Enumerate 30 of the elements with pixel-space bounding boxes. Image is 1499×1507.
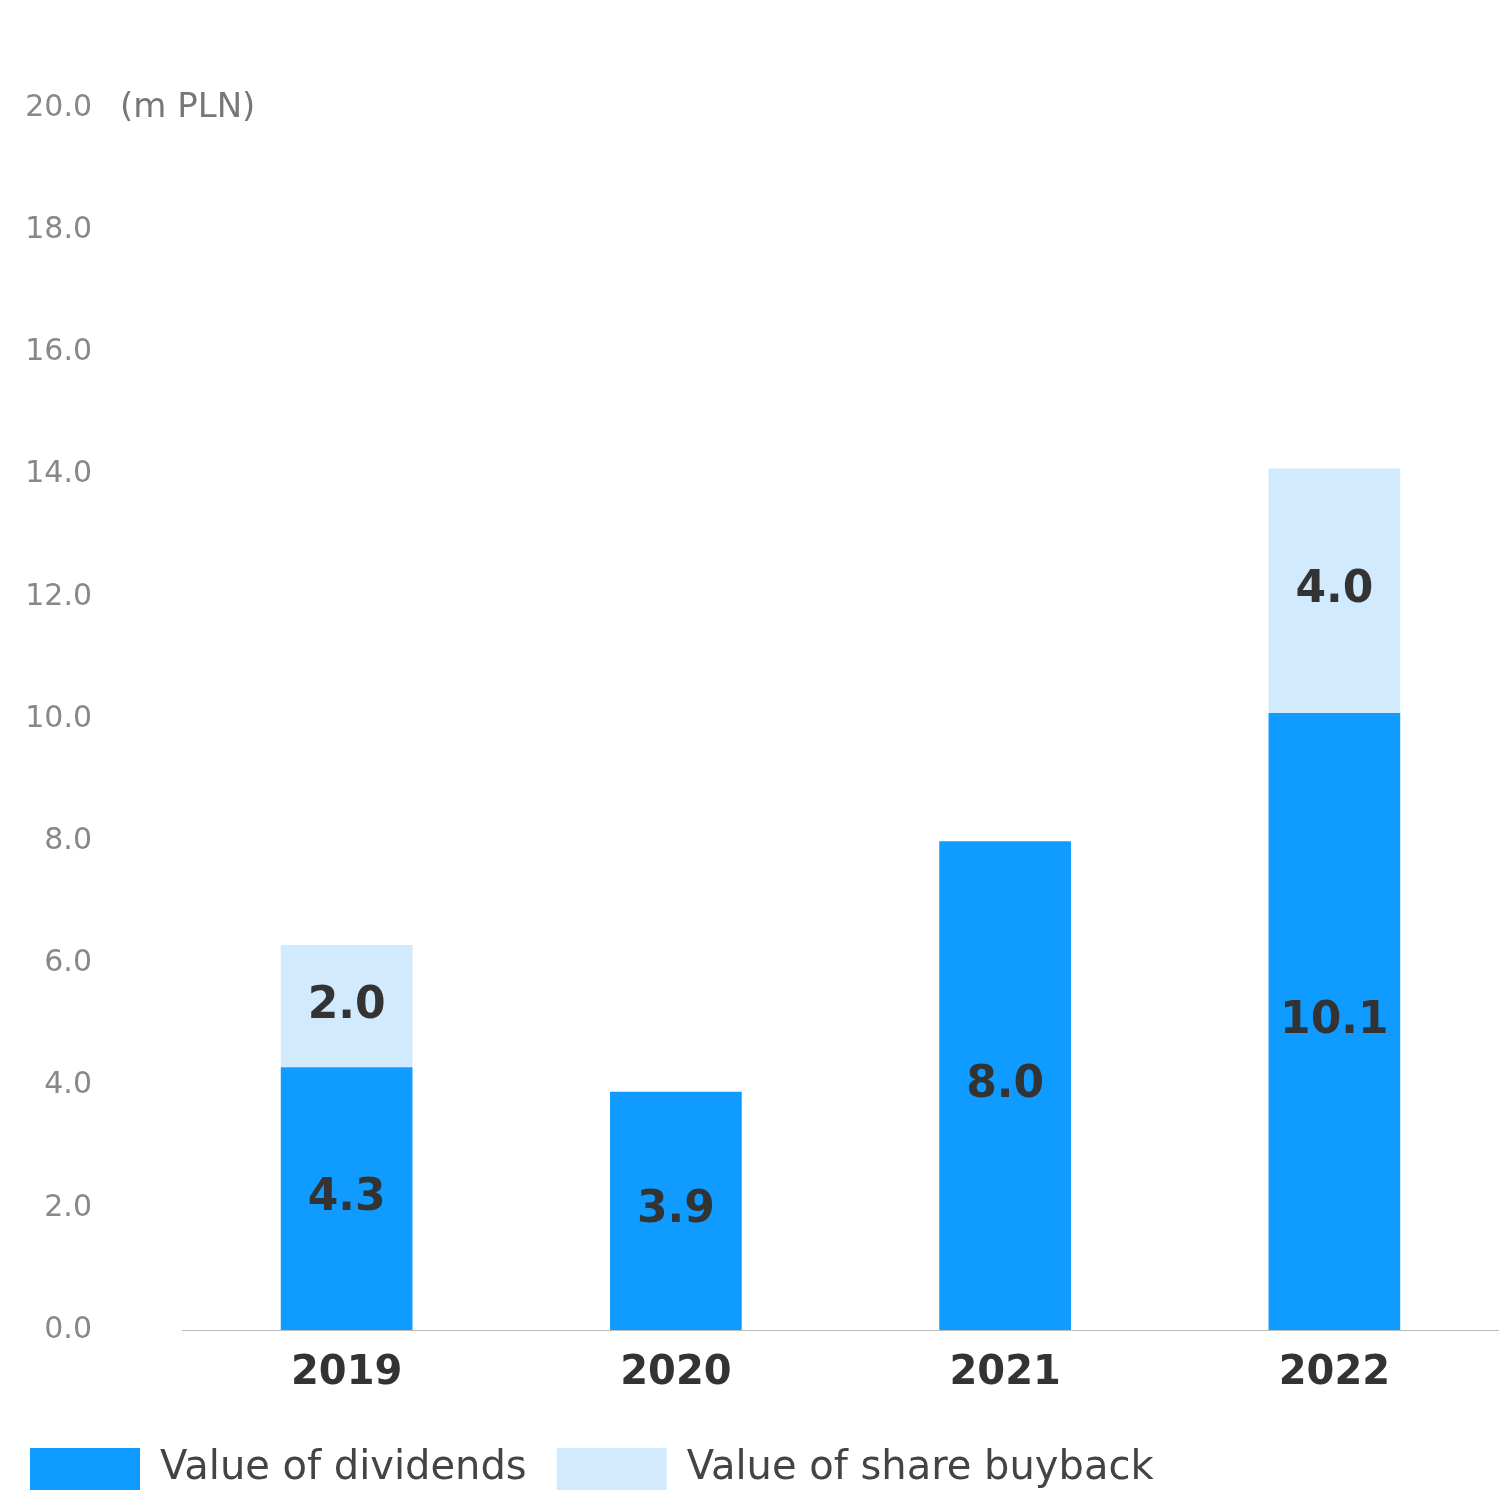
y-tick-label: 8.0 <box>44 821 92 856</box>
y-axis-title: (m PLN) <box>120 84 256 125</box>
y-tick-label: 16.0 <box>25 332 92 368</box>
data-label: 8.0 <box>966 1056 1045 1108</box>
bar <box>939 841 1071 1330</box>
bar <box>1268 468 1401 713</box>
x-tick-label: 2020 <box>620 1347 732 1394</box>
y-tick-label: 2.0 <box>44 1187 92 1223</box>
legend-label: Value of dividends <box>160 1442 527 1489</box>
y-tick-label: 14.0 <box>25 454 92 490</box>
y-tick-label: 0.0 <box>44 1309 92 1345</box>
bar <box>280 945 413 1068</box>
x-tick-label: 2021 <box>949 1347 1061 1394</box>
legend-label: Value of share buyback <box>686 1442 1155 1489</box>
y-tick-label: 20.0 <box>25 87 92 123</box>
data-label: 4.3 <box>307 1169 386 1221</box>
data-label: 3.9 <box>636 1181 715 1233</box>
bar <box>280 1067 413 1330</box>
y-tick-label: 6.0 <box>44 943 92 979</box>
x-tick-label: 2019 <box>290 1347 403 1394</box>
data-label: 2.0 <box>307 976 386 1028</box>
bar <box>1268 712 1401 1330</box>
bar <box>610 1091 742 1330</box>
y-tick-label: 4.0 <box>44 1065 92 1101</box>
y-tick-label: 10.0 <box>25 698 92 734</box>
x-tick-label: 2022 <box>1278 1347 1391 1394</box>
data-label: 4.0 <box>1295 561 1374 613</box>
y-tick-label: 18.0 <box>25 210 92 245</box>
y-tick-label: 12.0 <box>25 576 92 612</box>
data-label: 10.1 <box>1280 991 1389 1043</box>
